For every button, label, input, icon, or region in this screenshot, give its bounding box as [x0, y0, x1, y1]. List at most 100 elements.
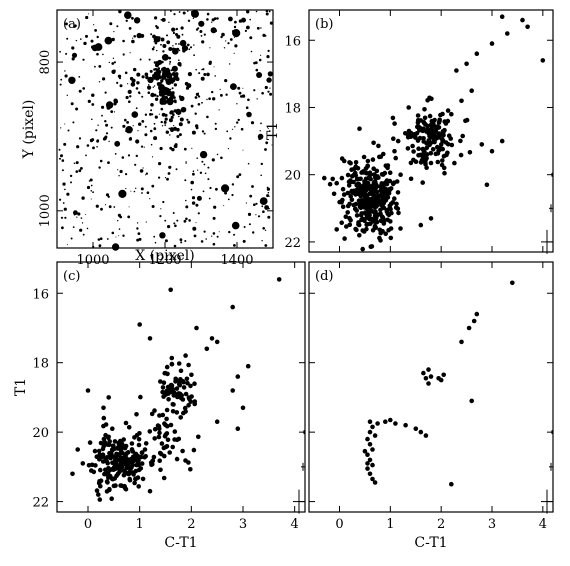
data-point [173, 52, 176, 54]
panel-d: 0 1 2 3 4 (d) C-T1 [308, 261, 554, 551]
data-point [179, 64, 182, 67]
data-point [125, 450, 131, 455]
data-point [147, 76, 154, 84]
data-point [436, 125, 442, 130]
data-point [163, 67, 167, 71]
data-point [367, 442, 373, 447]
data-point [392, 148, 397, 154]
data-point [148, 58, 151, 61]
data-point [75, 107, 79, 111]
data-point [135, 87, 139, 90]
data-point [78, 169, 82, 173]
data-point [420, 128, 426, 134]
data-point [168, 287, 173, 293]
data-point [166, 98, 170, 102]
data-point [66, 192, 70, 196]
data-point [173, 96, 176, 99]
data-point [416, 153, 421, 158]
data-point [163, 444, 169, 450]
data-point [172, 31, 175, 35]
data-point [125, 19, 128, 22]
data-point [415, 138, 421, 143]
data-point [106, 475, 111, 480]
data-point [112, 69, 116, 73]
data-point [145, 172, 148, 175]
data-point [422, 115, 428, 121]
data-point [112, 439, 118, 444]
data-point [256, 26, 260, 30]
data-point [418, 429, 424, 435]
data-point [192, 170, 195, 172]
data-point [264, 244, 268, 247]
data-point [204, 172, 207, 175]
data-point [211, 21, 213, 23]
data-point [67, 244, 69, 246]
data-point [160, 81, 163, 84]
data-point [110, 110, 114, 113]
y-tick-label-16: 16 [284, 34, 301, 49]
data-point [127, 83, 129, 85]
data-point [379, 184, 385, 190]
data-point [199, 30, 203, 33]
data-point [98, 166, 101, 169]
data-point [454, 68, 459, 73]
data-point [206, 72, 210, 77]
data-point [165, 78, 169, 82]
data-point [187, 120, 191, 124]
data-point [414, 131, 420, 136]
data-point [345, 210, 351, 215]
data-point [442, 127, 447, 133]
data-point [170, 444, 175, 450]
data-point [150, 143, 153, 146]
data-point [237, 118, 240, 122]
data-point [160, 37, 165, 42]
data-point [203, 132, 206, 135]
data-point [75, 447, 80, 452]
data-point [238, 173, 242, 177]
data-point [441, 132, 446, 138]
data-point [231, 183, 235, 186]
data-point [161, 125, 164, 127]
data-point [209, 336, 215, 341]
data-point [113, 31, 115, 33]
data-point [158, 76, 162, 80]
panel-b-points [322, 14, 546, 252]
data-point [156, 95, 159, 98]
data-point [166, 73, 169, 76]
data-point [432, 117, 437, 123]
data-point [124, 471, 129, 476]
data-point [540, 58, 546, 63]
data-point [436, 131, 442, 136]
y-tick-label-1000: 1000 [38, 194, 53, 227]
data-point [153, 235, 156, 238]
data-point [130, 190, 132, 192]
data-point [185, 161, 187, 163]
data-point [249, 18, 251, 21]
data-point [168, 47, 173, 51]
data-point [179, 117, 184, 122]
data-point [145, 75, 149, 80]
data-point [426, 381, 431, 386]
data-point [169, 63, 171, 65]
data-point [227, 198, 230, 201]
data-point [138, 394, 143, 400]
data-point [259, 130, 261, 132]
data-point [354, 182, 360, 188]
data-point [255, 214, 257, 216]
data-point [440, 158, 445, 163]
data-point [197, 169, 199, 171]
data-point [197, 103, 201, 106]
data-point [214, 339, 220, 345]
data-point [432, 139, 437, 145]
data-point [411, 149, 416, 154]
data-point [159, 441, 165, 446]
data-point [153, 122, 156, 125]
data-point [139, 169, 144, 173]
data-point [186, 118, 189, 121]
data-point [97, 497, 103, 502]
data-point [172, 429, 178, 434]
data-point [141, 95, 144, 98]
data-point [108, 140, 110, 143]
data-point [169, 134, 171, 136]
data-point [91, 103, 95, 106]
